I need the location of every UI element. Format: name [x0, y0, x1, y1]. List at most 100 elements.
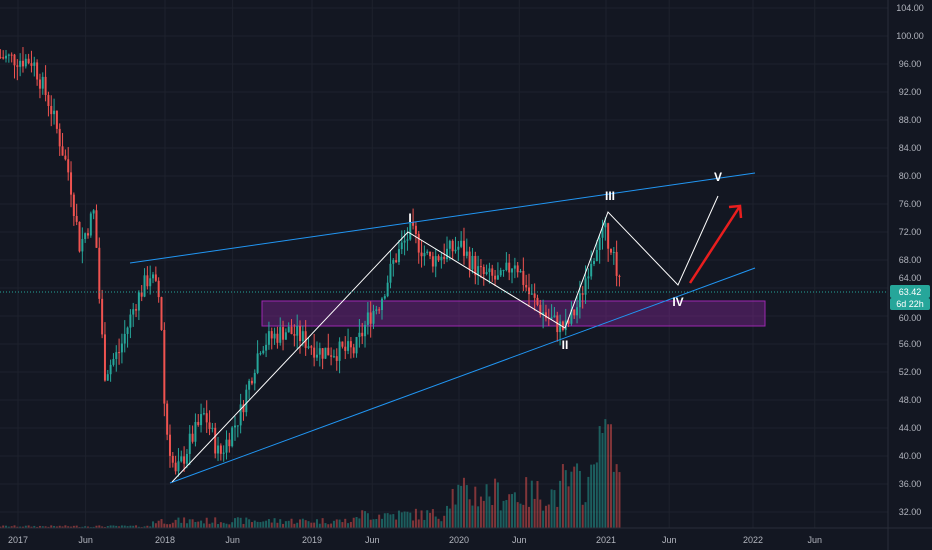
volume-bar — [598, 426, 601, 528]
volume-bar — [24, 525, 27, 528]
time-axis[interactable]: 2017 Jun 2018 Jun 2019 Jun 2020 Jun 2021 Jun 2022 J… — [8, 535, 822, 545]
candle-body — [527, 287, 530, 295]
volume-bar — [120, 525, 123, 528]
candle-body — [70, 172, 73, 195]
candle-body — [505, 262, 508, 271]
candle-body — [392, 260, 395, 264]
candle-body — [451, 240, 454, 252]
candle-body — [301, 331, 304, 342]
y-tick-label: 60.00 — [899, 313, 922, 323]
candle-body — [315, 354, 318, 358]
volume-bar — [188, 519, 191, 528]
candle-body — [98, 247, 101, 299]
volume-bar — [395, 519, 398, 528]
candle-body — [118, 352, 121, 354]
candle-body — [231, 427, 234, 447]
candle-body — [457, 246, 460, 250]
candle-body — [36, 62, 39, 80]
volume-bar — [321, 518, 324, 528]
elliott-wave-path[interactable] — [171, 195, 719, 483]
volume-bar — [208, 523, 211, 528]
volume-bar — [137, 526, 140, 528]
volume-bar — [118, 526, 121, 528]
volume-bar — [468, 499, 471, 528]
volume-bar — [352, 517, 355, 528]
candle-body — [431, 256, 434, 267]
x-tick-label: 2020 — [449, 535, 469, 545]
candle-body — [420, 252, 423, 257]
candle-body — [239, 404, 242, 426]
lower-trendline[interactable] — [169, 267, 756, 484]
candle-body — [598, 237, 601, 251]
volume-bar — [451, 488, 454, 528]
candle-body — [612, 251, 615, 253]
volume-bar — [233, 518, 236, 528]
volume-bar — [443, 515, 446, 528]
candle-body — [533, 293, 536, 298]
support-zone[interactable] — [261, 300, 766, 327]
candle-body — [112, 358, 115, 365]
candle-body — [245, 389, 248, 413]
volume-bar — [166, 524, 169, 528]
candle-body — [200, 414, 203, 426]
candle-body — [361, 332, 364, 337]
candle-body — [468, 251, 471, 270]
candle-body — [154, 274, 157, 281]
volume-bar — [36, 526, 39, 528]
y-tick-label: 104.00 — [896, 3, 924, 13]
volume-bar — [372, 519, 375, 528]
volume-bar — [375, 519, 378, 528]
candle-body — [55, 110, 58, 129]
candle-body — [604, 223, 607, 228]
volume-bar — [378, 514, 381, 528]
candle-body — [177, 461, 180, 472]
candle-body — [327, 347, 330, 356]
last-price-label: 63.42 — [899, 287, 922, 297]
candle-body — [64, 155, 67, 160]
volume-bar — [590, 464, 593, 528]
volume-bar — [446, 505, 449, 528]
candle-body — [508, 262, 511, 273]
volume-bar — [380, 518, 383, 528]
red-arrow[interactable] — [688, 204, 743, 284]
volume-bar — [239, 517, 242, 528]
candle-body — [262, 350, 265, 354]
candle-body — [573, 309, 576, 316]
candle-body — [106, 374, 109, 381]
volume-bar — [612, 471, 615, 528]
candle-body — [525, 284, 528, 288]
candle-body — [86, 233, 89, 236]
candle-body — [197, 421, 200, 426]
candle-body — [338, 341, 341, 361]
candle-body — [174, 462, 177, 472]
candle-body — [369, 312, 372, 324]
y-tick-label: 92.00 — [899, 87, 922, 97]
volume-bar — [607, 424, 610, 528]
candle-body — [513, 265, 516, 269]
y-tick-label: 56.00 — [899, 339, 922, 349]
candle-body — [211, 427, 214, 429]
candle-body — [358, 332, 361, 337]
candle-body — [479, 266, 482, 268]
volume-bar — [7, 526, 10, 528]
volume-bar — [550, 489, 553, 528]
candle-body — [256, 353, 259, 373]
volume-bar — [539, 499, 542, 528]
candle-body — [335, 356, 338, 361]
candle-body — [265, 344, 268, 351]
candle-body — [160, 297, 163, 330]
volume-bar — [414, 508, 417, 528]
volume-bar — [307, 521, 310, 528]
candle-body — [465, 251, 468, 256]
candle-body — [536, 297, 539, 305]
volume-bar — [231, 522, 234, 528]
candle-body — [590, 263, 593, 277]
upper-trendline[interactable] — [129, 172, 756, 264]
volume-bar — [64, 525, 67, 528]
volume-bar — [279, 519, 282, 528]
candle-body — [217, 445, 220, 454]
volume-bar — [250, 522, 253, 528]
price-axis[interactable]: 104.00 100.00 96.00 92.00 88.00 84.00 80.00 76.… — [896, 3, 924, 517]
